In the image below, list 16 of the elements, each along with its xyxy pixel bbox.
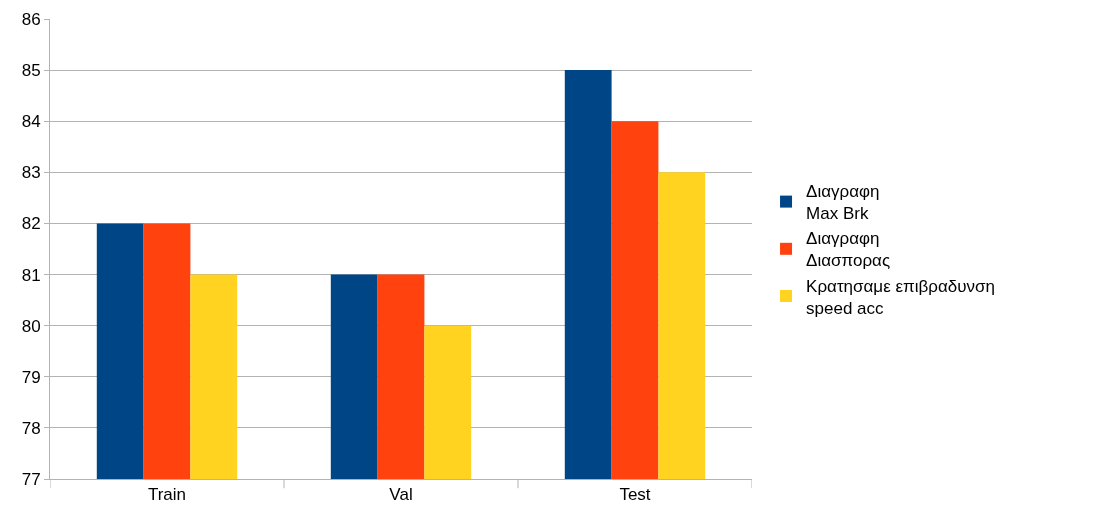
legend-label: Κρατησαμε επιβραδυνση speed acc <box>806 276 996 318</box>
y-tick-label: 77 <box>21 469 41 489</box>
x-tick-label: Val <box>389 485 413 505</box>
y-tick-label: 84 <box>21 112 41 132</box>
y-tick-label: 80 <box>21 316 41 336</box>
y-tick-label: 81 <box>21 265 41 285</box>
y-tick-label: 85 <box>21 61 41 81</box>
x-tick-label: Test <box>619 485 651 505</box>
legend-label: Διαγραφη Max Brk <box>806 182 880 224</box>
y-tick-label: 82 <box>21 214 41 234</box>
x-tick-label: Train <box>147 485 187 505</box>
y-tick-label: 83 <box>21 163 41 183</box>
y-tick-label: 79 <box>21 367 41 387</box>
y-tick-label: 78 <box>21 418 41 438</box>
legend-label: Διαγραφη Διασπορας <box>806 229 891 271</box>
y-tick-label: 86 <box>21 9 41 29</box>
